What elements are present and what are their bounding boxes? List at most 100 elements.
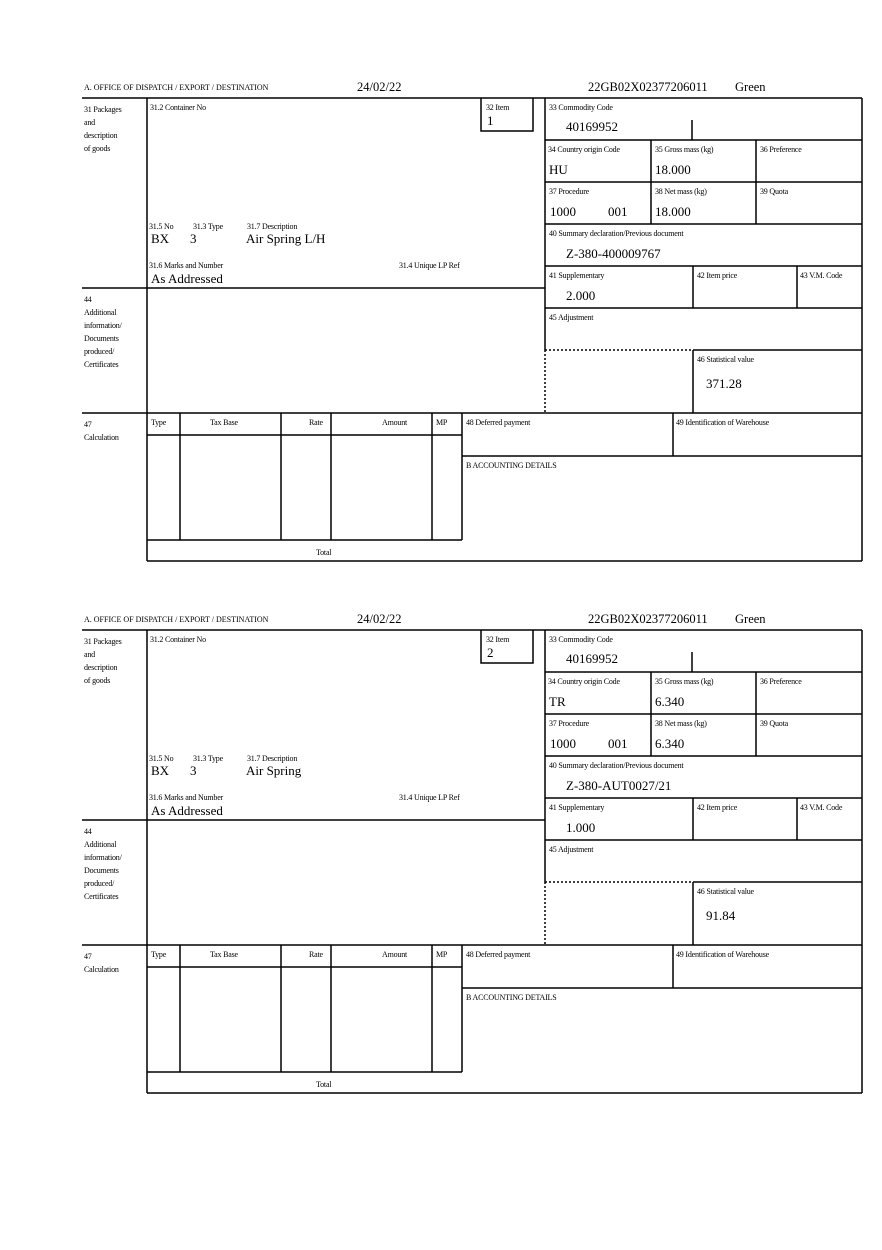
vm-code-label: 43 V.M. Code (800, 803, 843, 812)
item-price-label: 42 Item price (697, 271, 738, 280)
procedure-label: 37 Procedure (549, 187, 590, 196)
item-label: 32 Item (486, 635, 510, 644)
commodity-code-value: 40169952 (566, 651, 618, 666)
pkg-description-label: 31.7 Description (247, 754, 298, 763)
calc-mp-header: MP (436, 950, 448, 959)
pkg-description-value: Air Spring (246, 763, 302, 778)
declaration-reference: 22GB02X02377206011 (588, 80, 708, 94)
gross-mass-label: 35 Gross mass (kg) (655, 677, 714, 686)
container-no-label: 31.2 Container No (150, 635, 206, 644)
procedure-value: 1000 (550, 736, 576, 751)
procedure-value: 1000 (550, 204, 576, 219)
declaration-date: 24/02/22 (357, 80, 402, 94)
route-status: Green (735, 612, 766, 626)
calculation-label: 47 Calculation (84, 420, 119, 442)
vm-code-label: 43 V.M. Code (800, 271, 843, 280)
preference-label: 36 Preference (760, 677, 802, 686)
adjustment-label: 45 Adjustment (549, 845, 594, 854)
calc-tax-base-header: Tax Base (210, 418, 238, 427)
container-no-label: 31.2 Container No (150, 103, 206, 112)
additional-info-label: 44 Additional information/ Documents pro… (84, 827, 122, 901)
marks-numbers-label: 31.6 Marks and Number (149, 793, 224, 802)
calc-rate-header: Rate (309, 950, 323, 959)
adjustment-label: 45 Adjustment (549, 313, 594, 322)
route-status: Green (735, 80, 766, 94)
item-value: 1 (487, 113, 494, 128)
statistical-value-label: 46 Statistical value (697, 887, 754, 896)
additional-info-label: 44 Additional information/ Documents pro… (84, 295, 122, 369)
form-grid-lines (82, 629, 863, 1094)
country-origin-value: TR (549, 694, 566, 709)
calc-total-label: Total (316, 1080, 332, 1089)
commodity-code-label: 33 Commodity Code (549, 635, 613, 644)
procedure-label: 37 Procedure (549, 719, 590, 728)
marks-numbers-label: 31.6 Marks and Number (149, 261, 224, 270)
country-origin-label: 34 Country origin Code (548, 677, 620, 686)
pkg-no-value: BX (151, 231, 170, 246)
form-grid-lines (82, 97, 863, 562)
warehouse-id-label: 49 Identification of Warehouse (676, 418, 769, 427)
net-mass-label: 38 Net mass (kg) (655, 187, 707, 196)
supplementary-label: 41 Supplementary (549, 271, 605, 280)
statistical-value-value: 371.28 (706, 376, 742, 391)
quota-label: 39 Quota (760, 719, 788, 728)
pkg-type-label: 31.3 Type (193, 754, 223, 763)
item-label: 32 Item (486, 103, 510, 112)
declaration-item-form: A. OFFICE OF DISPATCH / EXPORT / DESTINA… (0, 78, 882, 568)
office-header: A. OFFICE OF DISPATCH / EXPORT / DESTINA… (84, 83, 269, 92)
pkg-description-value: Air Spring L/H (246, 231, 326, 246)
country-origin-value: HU (549, 162, 568, 177)
net-mass-label: 38 Net mass (kg) (655, 719, 707, 728)
summary-declaration-label: 40 Summary declaration/Previous document (549, 229, 684, 238)
pkg-type-value: 3 (190, 231, 197, 246)
commodity-code-value: 40169952 (566, 119, 618, 134)
pkg-no-value: BX (151, 763, 170, 778)
procedure-additional-value: 001 (608, 204, 628, 219)
packages-label: 31 Packages and description of goods (84, 105, 122, 153)
declaration-reference: 22GB02X02377206011 (588, 612, 708, 626)
accounting-details-label: B ACCOUNTING DETAILS (466, 993, 557, 1002)
calc-amount-header: Amount (382, 950, 408, 959)
summary-declaration-value: Z-380-AUT0027/21 (566, 778, 672, 793)
pkg-no-label: 31.5 No (149, 222, 174, 231)
commodity-code-label: 33 Commodity Code (549, 103, 613, 112)
marks-numbers-value: As Addressed (151, 271, 223, 286)
calc-total-label: Total (316, 548, 332, 557)
pkg-description-label: 31.7 Description (247, 222, 298, 231)
calc-rate-header: Rate (309, 418, 323, 427)
marks-numbers-value: As Addressed (151, 803, 223, 818)
calc-type-header: Type (151, 950, 167, 959)
deferred-payment-label: 48 Deferred payment (466, 950, 531, 959)
procedure-additional-value: 001 (608, 736, 628, 751)
office-header: A. OFFICE OF DISPATCH / EXPORT / DESTINA… (84, 615, 269, 624)
item-price-label: 42 Item price (697, 803, 738, 812)
statistical-value-value: 91.84 (706, 908, 736, 923)
gross-mass-value: 18.000 (655, 162, 691, 177)
net-mass-value: 18.000 (655, 204, 691, 219)
calc-tax-base-header: Tax Base (210, 950, 238, 959)
pkg-type-label: 31.3 Type (193, 222, 223, 231)
item-value: 2 (487, 645, 494, 660)
gross-mass-label: 35 Gross mass (kg) (655, 145, 714, 154)
unique-lp-ref-label: 31.4 Unique LP Ref (399, 793, 460, 802)
warehouse-id-label: 49 Identification of Warehouse (676, 950, 769, 959)
unique-lp-ref-label: 31.4 Unique LP Ref (399, 261, 460, 270)
declaration-item-form: A. OFFICE OF DISPATCH / EXPORT / DESTINA… (0, 610, 882, 1100)
statistical-value-label: 46 Statistical value (697, 355, 754, 364)
supplementary-value: 2.000 (566, 288, 596, 303)
packages-label: 31 Packages and description of goods (84, 637, 122, 685)
calc-mp-header: MP (436, 418, 448, 427)
pkg-no-label: 31.5 No (149, 754, 174, 763)
quota-label: 39 Quota (760, 187, 788, 196)
calc-type-header: Type (151, 418, 167, 427)
preference-label: 36 Preference (760, 145, 802, 154)
declaration-date: 24/02/22 (357, 612, 402, 626)
supplementary-value: 1.000 (566, 820, 596, 835)
net-mass-value: 6.340 (655, 736, 685, 751)
summary-declaration-value: Z-380-400009767 (566, 246, 661, 261)
calc-amount-header: Amount (382, 418, 408, 427)
supplementary-label: 41 Supplementary (549, 803, 605, 812)
gross-mass-value: 6.340 (655, 694, 685, 709)
accounting-details-label: B ACCOUNTING DETAILS (466, 461, 557, 470)
